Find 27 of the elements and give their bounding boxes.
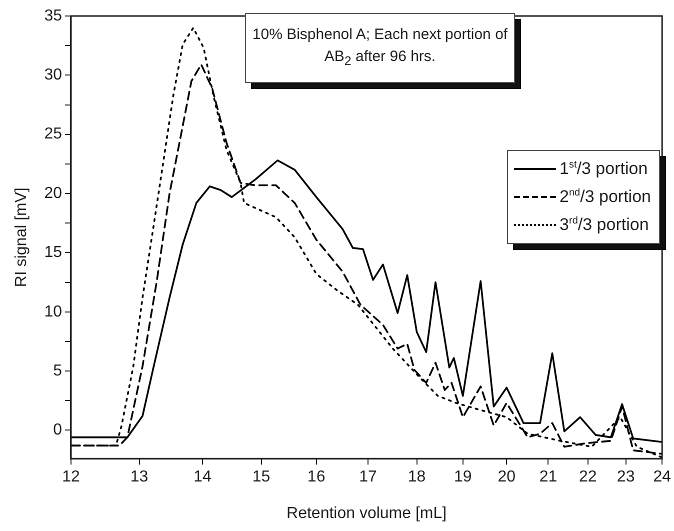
x-tick-label: 20 (498, 468, 516, 486)
x-tick-label: 23 (616, 468, 635, 486)
x-tick-label: 16 (307, 468, 326, 486)
x-tick-label: 15 (252, 468, 270, 486)
x-tick-label: 19 (454, 468, 472, 486)
x-tick-label: 22 (579, 468, 597, 486)
x-tick-label: 13 (130, 468, 148, 486)
x-tick-label: 21 (539, 468, 558, 486)
y-tick-label: 0 (53, 422, 62, 439)
legend-label: 1$^{st}$/3 portion (560, 159, 648, 179)
y-tick-label: 20 (44, 184, 62, 202)
x-axis-title: Retention volume [mL] (286, 504, 447, 522)
y-tick-label: 30 (44, 66, 62, 84)
x-tick-label: 24 (653, 468, 672, 486)
y-tick-label: 25 (44, 126, 62, 143)
legend-label: 2$^{nd}$/3 portion (560, 187, 651, 207)
legend-label: 3$^{rd}$/3 portion (560, 215, 649, 235)
y-tick-label: 10 (44, 303, 62, 320)
x-tick-label: 14 (194, 468, 212, 486)
x-tick-label: 17 (359, 468, 378, 486)
y-tick-label: 15 (44, 244, 62, 262)
y-tick-label: 5 (53, 362, 62, 380)
x-tick-label: 18 (408, 468, 426, 486)
annotation: 10% Bisphenol A; Each next portion of AB$_{2}$ after 96 hrs. (251, 25, 509, 70)
y-tick-label: 35 (44, 7, 62, 24)
x-tick-label: 12 (62, 468, 80, 486)
y-axis-title: RI signal [mV] (13, 188, 30, 288)
